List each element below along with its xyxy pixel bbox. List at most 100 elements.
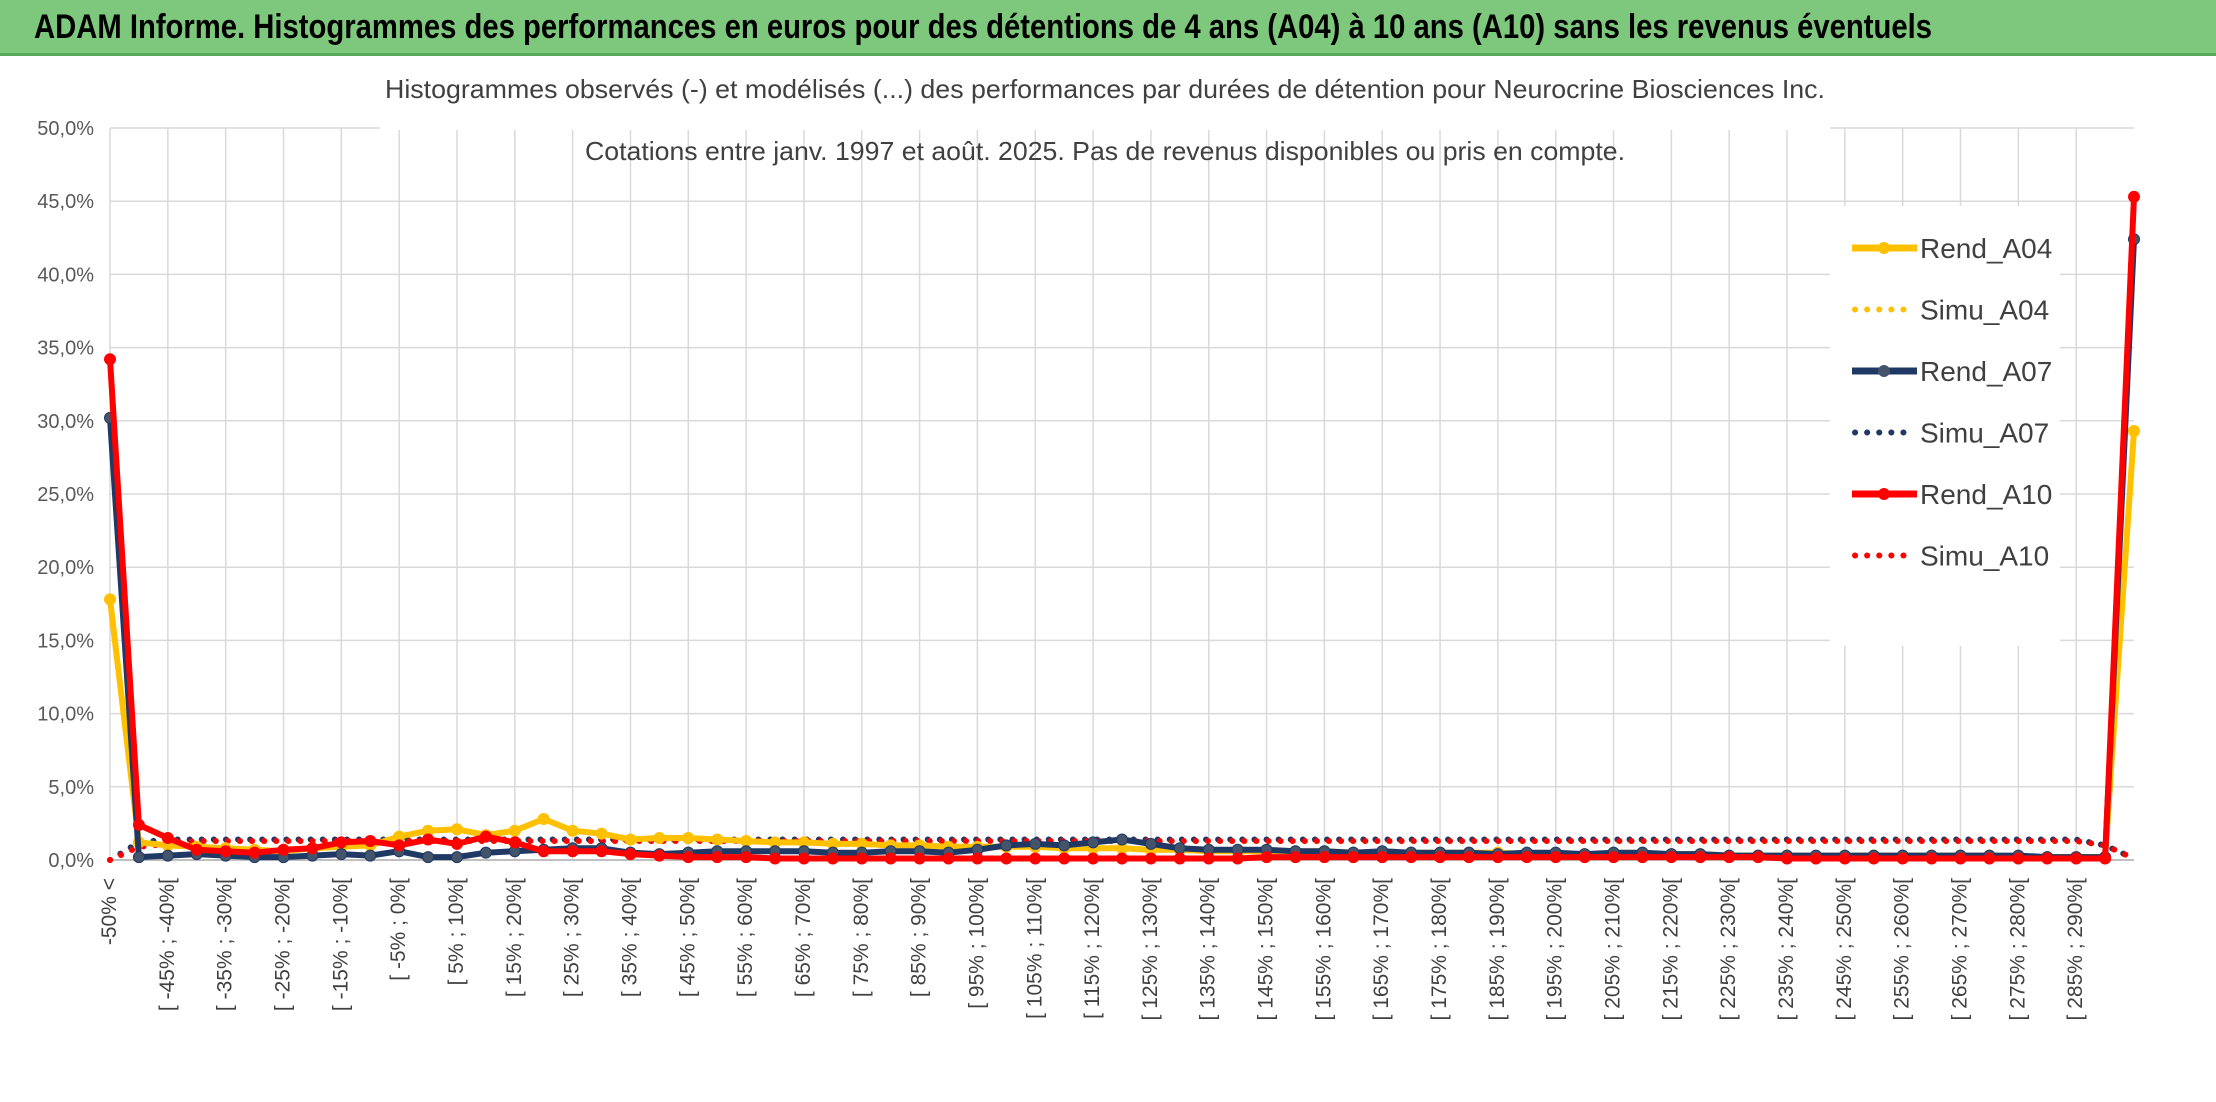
- data-point: [1867, 852, 1880, 865]
- data-point: [306, 842, 319, 855]
- legend-label: Simu_A10: [1920, 541, 2049, 572]
- y-tick-label: 40,0%: [37, 264, 94, 286]
- data-point: [913, 852, 926, 865]
- data-point: [1520, 851, 1533, 864]
- data-point: [2041, 852, 2054, 865]
- x-tick-label: [ 155% ; 160%[: [1312, 878, 1335, 1021]
- y-tick-label: 15,0%: [37, 630, 94, 652]
- data-point: [1173, 842, 1186, 855]
- title-backdrop: [380, 58, 1830, 130]
- data-point: [740, 834, 753, 847]
- data-point: [1723, 851, 1736, 864]
- x-tick-label: [ -15% ; -10%[: [329, 878, 352, 1011]
- data-point: [1202, 852, 1215, 865]
- data-point: [1809, 852, 1822, 865]
- x-tick-label: [ 85% ; 90%[: [908, 878, 931, 997]
- data-point: [1289, 851, 1302, 864]
- data-point: [161, 849, 174, 862]
- data-point: [1000, 839, 1013, 852]
- data-point: [1781, 852, 1794, 865]
- data-point: [711, 851, 724, 864]
- legend-label: Rend_A10: [1920, 479, 2052, 510]
- x-tick-label: [ 275% ; 280%[: [2006, 878, 2029, 1021]
- data-point: [537, 845, 550, 858]
- data-point: [479, 830, 492, 843]
- data-point: [364, 849, 377, 862]
- legend: Rend_A04 Simu_A04 Rend_A07 Simu_A07 Rend_A10…: [1830, 206, 2060, 646]
- data-point: [479, 846, 492, 859]
- x-tick-label: [ 245% ; 250%[: [1833, 878, 1856, 1021]
- y-tick-label: 35,0%: [37, 338, 94, 360]
- data-point: [1318, 851, 1331, 864]
- y-tick-label: 10,0%: [37, 704, 94, 726]
- data-point: [450, 851, 463, 864]
- y-tick-label: 5,0%: [48, 777, 94, 799]
- legend-marker: [1878, 488, 1890, 500]
- data-point: [884, 852, 897, 865]
- data-point: [1376, 851, 1389, 864]
- x-tick-label: [ 285% ; 290%[: [2064, 878, 2087, 1021]
- data-point: [682, 851, 695, 864]
- series-Rend_A10: [104, 190, 2140, 865]
- data-point: [1838, 852, 1851, 865]
- data-point: [450, 837, 463, 850]
- data-point: [104, 353, 116, 366]
- data-point: [132, 818, 145, 831]
- data-point: [1578, 851, 1591, 864]
- data-point: [1896, 852, 1909, 865]
- data-point: [1144, 852, 1157, 865]
- x-tick-label: [ -45% ; -40%[: [156, 878, 179, 1011]
- data-point: [2128, 190, 2140, 203]
- data-point: [566, 824, 579, 837]
- data-point: [219, 845, 232, 858]
- data-point: [1087, 836, 1100, 849]
- legend-label: Rend_A04: [1920, 233, 2052, 264]
- data-point: [422, 833, 435, 846]
- y-tick-label: 45,0%: [37, 191, 94, 213]
- data-point: [740, 851, 753, 864]
- x-tick-label: [ 265% ; 270%[: [1949, 878, 1972, 1021]
- x-tick-label: [ 205% ; 210%[: [1602, 878, 1625, 1021]
- data-point: [566, 845, 579, 858]
- data-point: [508, 836, 521, 849]
- data-point: [1000, 852, 1013, 865]
- data-point: [1462, 851, 1475, 864]
- data-point: [624, 833, 637, 846]
- x-tick-label: [ 135% ; 140%[: [1197, 878, 1220, 1021]
- data-point: [1491, 851, 1504, 864]
- y-tick-label: 0,0%: [48, 850, 94, 872]
- x-tick-label: [ 145% ; 150%[: [1255, 878, 1278, 1021]
- x-tick-label: [ -25% ; -20%[: [271, 878, 294, 1011]
- legend-marker: [1878, 365, 1890, 377]
- data-point: [1144, 837, 1157, 850]
- report-title: ADAM Informe. Histogrammes des performan…: [34, 8, 1932, 46]
- data-point: [1173, 852, 1186, 865]
- data-point: [711, 833, 724, 846]
- legend-marker: [1878, 242, 1890, 254]
- x-tick-label: [ 185% ; 190%[: [1486, 878, 1509, 1021]
- y-tick-label: 50,0%: [37, 118, 94, 140]
- data-point: [769, 852, 782, 865]
- x-tick-label: [ 65% ; 70%[: [792, 878, 815, 997]
- data-point: [393, 839, 406, 852]
- x-tick-label: [ 125% ; 130%[: [1139, 878, 1162, 1021]
- data-point: [1636, 851, 1649, 864]
- data-point: [1260, 851, 1273, 864]
- data-point: [1231, 852, 1244, 865]
- data-point: [335, 836, 348, 849]
- gridlines: [109, 127, 2134, 861]
- x-tick-label: [ 195% ; 200%[: [1544, 878, 1567, 1021]
- x-tick-label: [ 165% ; 170%[: [1370, 878, 1393, 1021]
- x-tick-label: [ 235% ; 240%[: [1775, 878, 1798, 1021]
- x-tick-label: [ 75% ; 80%[: [850, 878, 873, 997]
- data-point: [595, 845, 608, 858]
- x-tick-label: [ 95% ; 100%[: [965, 878, 988, 1009]
- chart-subtitle: Cotations entre janv. 1997 et août. 2025…: [585, 136, 1625, 166]
- x-tick-label: [ -5% ; 0%[: [387, 878, 410, 981]
- data-point: [653, 849, 666, 862]
- data-point: [653, 832, 666, 845]
- x-tick-label: [ 115% ; 120%[: [1081, 878, 1104, 1019]
- data-point: [1029, 837, 1042, 850]
- data-point: [190, 843, 203, 856]
- data-point: [1116, 833, 1128, 846]
